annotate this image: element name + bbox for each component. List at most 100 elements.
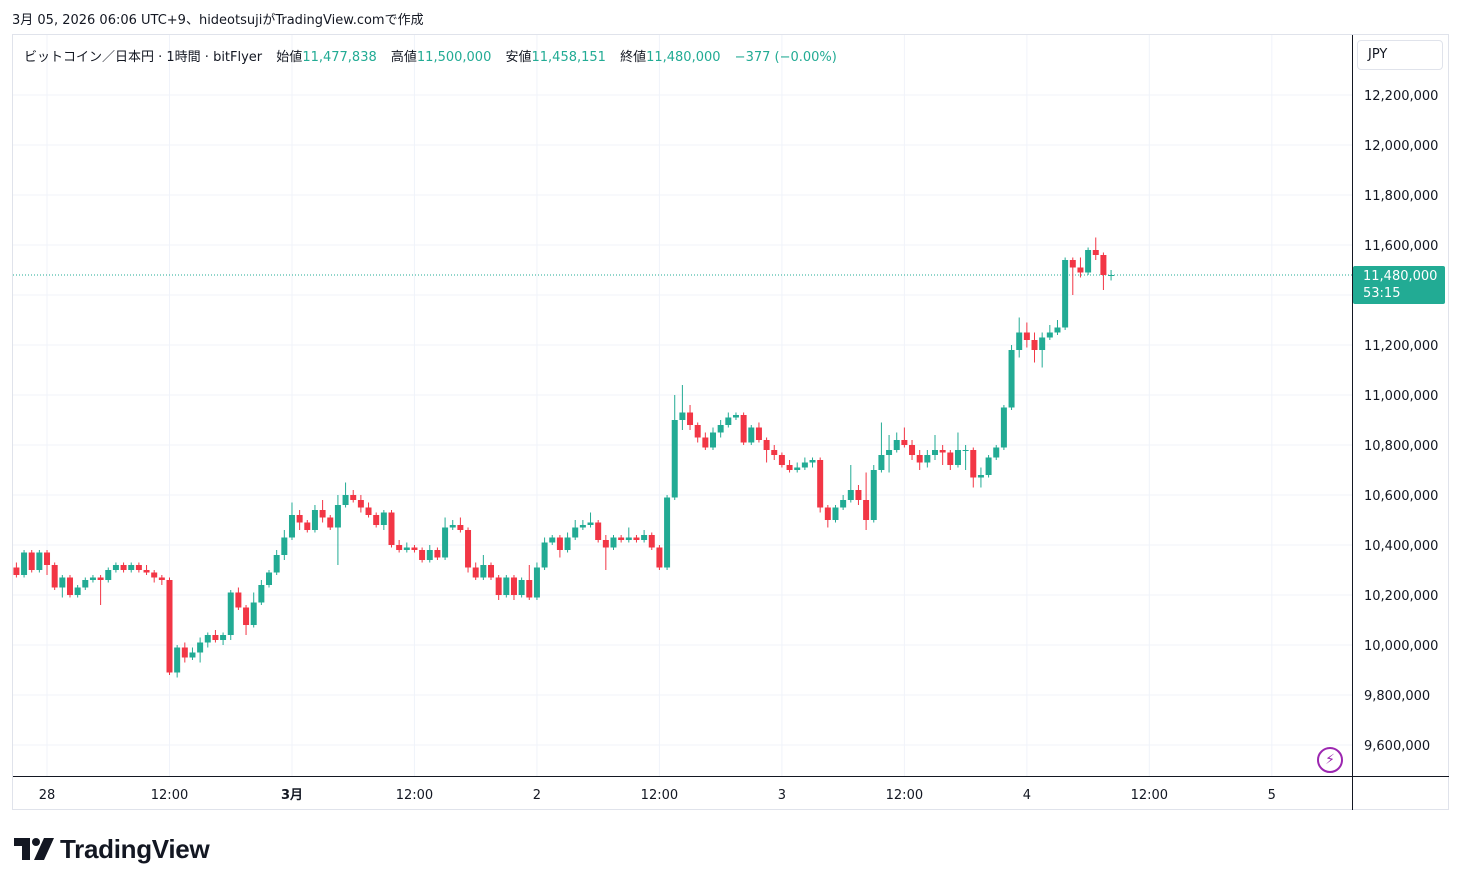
candle[interactable] xyxy=(396,540,403,553)
candle[interactable] xyxy=(977,467,984,488)
candle[interactable] xyxy=(901,427,908,448)
candle[interactable] xyxy=(204,632,211,648)
candle[interactable] xyxy=(1023,322,1030,348)
chart-frame[interactable] xyxy=(12,34,1449,810)
candle[interactable] xyxy=(235,587,242,611)
candle[interactable] xyxy=(679,385,686,430)
candle[interactable] xyxy=(28,550,35,573)
candle[interactable] xyxy=(158,575,165,585)
tradingview-logo[interactable]: TradingView xyxy=(14,834,210,864)
candle[interactable] xyxy=(556,535,563,558)
candle[interactable] xyxy=(21,550,28,578)
candle[interactable] xyxy=(579,520,586,530)
candle[interactable] xyxy=(587,512,594,528)
symbol-title[interactable]: ビットコイン／日本円 · 1時間 · bitFlyer xyxy=(24,50,263,65)
candle[interactable] xyxy=(66,575,73,598)
candle[interactable] xyxy=(893,432,900,453)
candle[interactable] xyxy=(288,502,295,541)
candle[interactable] xyxy=(97,575,104,605)
candle[interactable] xyxy=(572,520,579,540)
candle[interactable] xyxy=(1085,247,1092,276)
candle[interactable] xyxy=(365,502,372,518)
candle[interactable] xyxy=(886,435,893,473)
candle[interactable] xyxy=(1062,257,1069,331)
candle[interactable] xyxy=(74,585,81,598)
candle[interactable] xyxy=(212,630,219,643)
candle[interactable] xyxy=(342,482,349,508)
candle[interactable] xyxy=(457,517,464,533)
candle[interactable] xyxy=(526,565,533,600)
candle[interactable] xyxy=(625,527,632,543)
candle[interactable] xyxy=(495,575,502,600)
candle[interactable] xyxy=(664,495,671,570)
candle[interactable] xyxy=(717,420,724,438)
candle[interactable] xyxy=(909,440,916,460)
candle[interactable] xyxy=(954,432,961,468)
candle[interactable] xyxy=(794,462,801,473)
candle[interactable] xyxy=(419,547,426,563)
candle[interactable] xyxy=(51,562,58,591)
candle[interactable] xyxy=(380,510,387,530)
candle[interactable] xyxy=(13,562,20,578)
candle[interactable] xyxy=(480,555,487,580)
candle[interactable] xyxy=(442,517,449,561)
candle[interactable] xyxy=(656,545,663,570)
candle[interactable] xyxy=(449,520,456,530)
candle[interactable] xyxy=(1069,257,1076,296)
candle[interactable] xyxy=(1031,332,1038,363)
candle[interactable] xyxy=(1008,345,1015,410)
candle[interactable] xyxy=(970,447,977,488)
candle[interactable] xyxy=(694,422,701,443)
candle[interactable] xyxy=(878,422,885,473)
candle[interactable] xyxy=(702,432,709,451)
candle[interactable] xyxy=(618,535,625,543)
candle[interactable] xyxy=(595,520,602,543)
candle[interactable] xyxy=(633,535,640,543)
candle[interactable] xyxy=(863,472,870,531)
candle[interactable] xyxy=(710,427,717,451)
candle[interactable] xyxy=(932,435,938,460)
candle[interactable] xyxy=(725,412,732,428)
candle[interactable] xyxy=(778,452,785,468)
candle[interactable] xyxy=(135,562,142,573)
candle[interactable] xyxy=(503,575,510,598)
candle[interactable] xyxy=(472,562,479,581)
candle[interactable] xyxy=(197,637,204,663)
candle[interactable] xyxy=(1016,317,1023,358)
candle[interactable] xyxy=(488,562,495,581)
candle[interactable] xyxy=(855,485,862,505)
candle[interactable] xyxy=(151,570,158,583)
candle[interactable] xyxy=(1108,270,1115,281)
candle[interactable] xyxy=(143,565,150,575)
candle[interactable] xyxy=(809,457,816,468)
candle[interactable] xyxy=(549,535,556,545)
candle[interactable] xyxy=(105,567,112,583)
candle[interactable] xyxy=(250,592,257,628)
candle[interactable] xyxy=(266,570,273,588)
candle[interactable] xyxy=(426,545,433,563)
candle[interactable] xyxy=(59,575,66,598)
candle[interactable] xyxy=(939,445,946,465)
candle[interactable] xyxy=(824,505,831,528)
candle[interactable] xyxy=(763,437,770,463)
candle[interactable] xyxy=(403,542,410,553)
candle[interactable] xyxy=(564,532,571,553)
candle[interactable] xyxy=(832,505,839,523)
candle[interactable] xyxy=(304,520,311,533)
candle[interactable] xyxy=(541,537,548,571)
candle[interactable] xyxy=(465,527,472,573)
candle[interactable] xyxy=(771,445,778,460)
candle[interactable] xyxy=(112,562,119,573)
candle[interactable] xyxy=(518,577,525,598)
candle[interactable] xyxy=(128,562,135,573)
candle[interactable] xyxy=(281,530,288,560)
candle[interactable] xyxy=(189,647,196,661)
candle[interactable] xyxy=(166,577,173,676)
candle[interactable] xyxy=(870,465,877,523)
candle[interactable] xyxy=(755,422,762,443)
candle[interactable] xyxy=(373,512,380,528)
candle[interactable] xyxy=(258,580,265,605)
candle[interactable] xyxy=(916,450,923,470)
candle[interactable] xyxy=(434,547,441,561)
